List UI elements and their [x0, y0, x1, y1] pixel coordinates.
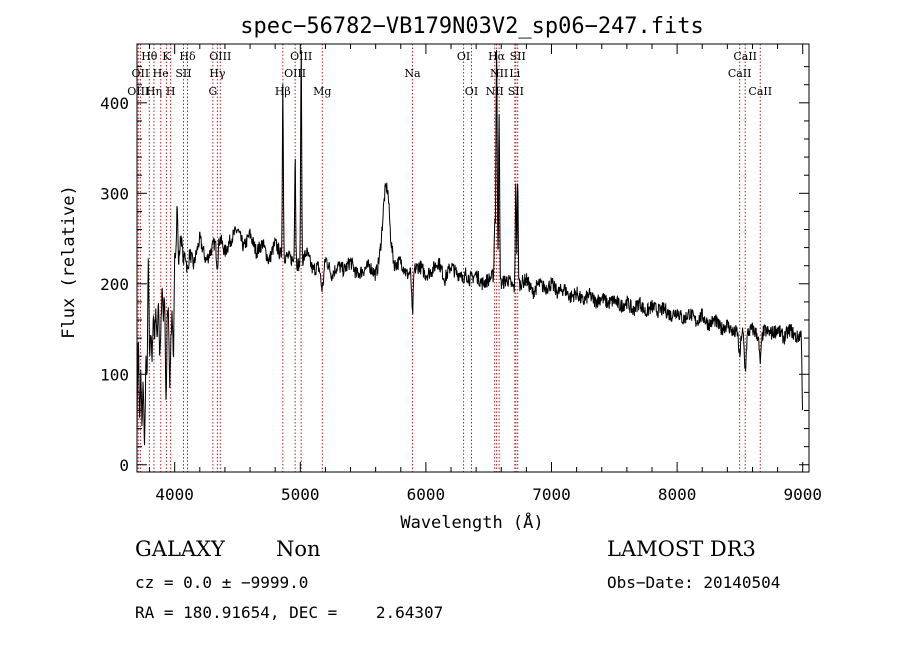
x-tick-label-7000: 7000	[532, 485, 571, 504]
object-class: GALAXY	[135, 537, 225, 561]
plot-frame	[136, 43, 810, 473]
line-label-7: SII	[510, 50, 526, 63]
y-tick-label-200: 200	[100, 275, 129, 294]
x-axis-label: Wavelength (Å)	[400, 511, 543, 533]
line-label-21: G	[208, 85, 217, 98]
line-label-25: NII	[486, 85, 504, 98]
line-label-3: OIII	[209, 50, 231, 63]
line-label-18: OIII	[127, 85, 149, 98]
redshift-readout: cz = 0.0 ± −9999.0	[135, 573, 309, 592]
line-label-5: OI	[457, 50, 470, 63]
x-tick-label-9000: 9000	[783, 485, 822, 504]
y-tick-label-100: 100	[100, 365, 129, 384]
line-label-11: SII	[175, 67, 191, 80]
y-axis-label: Flux (relative)	[59, 185, 79, 339]
x-tick-label-6000: 6000	[407, 485, 446, 504]
line-label-12: Hγ	[209, 67, 226, 80]
x-tick-label-8000: 8000	[658, 485, 697, 504]
observation-date: Obs−Date: 20140504	[607, 573, 781, 592]
x-tick-label-5000: 5000	[281, 485, 320, 504]
line-label-14: Na	[404, 67, 421, 80]
spectral-line-markers	[137, 44, 761, 472]
chart-title: spec−56782−VB179N03V2_sp06−247.fits	[240, 14, 704, 39]
y-tick-label-400: 400	[100, 94, 129, 113]
line-label-23: Mg	[313, 85, 331, 98]
y-axis-ticks: 0 100 200 300 400	[100, 66, 809, 475]
y-tick-label-0: 0	[119, 456, 129, 475]
line-label-9: OII	[132, 67, 150, 80]
line-label-8: CaII	[733, 50, 757, 63]
line-label-16: Li	[509, 67, 520, 80]
coordinates-readout: RA = 180.91654, DEC = 2.64307	[135, 603, 444, 622]
line-label-27: CaII	[748, 85, 772, 98]
y-tick-label-300: 300	[100, 184, 129, 203]
object-subclass: Non	[276, 537, 321, 561]
line-label-10: He	[153, 67, 169, 80]
line-label-19: Hη	[146, 85, 162, 98]
line-label-17: CaII	[728, 67, 752, 80]
line-label-20: H	[166, 85, 176, 98]
line-label-13: OIII	[284, 67, 306, 80]
x-axis-ticks: 4000 5000 6000 7000 8000 9000	[149, 44, 822, 504]
line-label-1: K	[162, 50, 171, 63]
line-label-26: SII	[508, 85, 524, 98]
line-label-15: NII	[490, 67, 508, 80]
line-label-24: OI	[465, 85, 478, 98]
x-tick-label-4000: 4000	[155, 485, 194, 504]
line-label-0: Hθ	[141, 50, 158, 63]
spectrum-line	[136, 50, 803, 446]
line-label-2: Hδ	[179, 50, 196, 63]
survey-name: LAMOST DR3	[607, 537, 756, 561]
